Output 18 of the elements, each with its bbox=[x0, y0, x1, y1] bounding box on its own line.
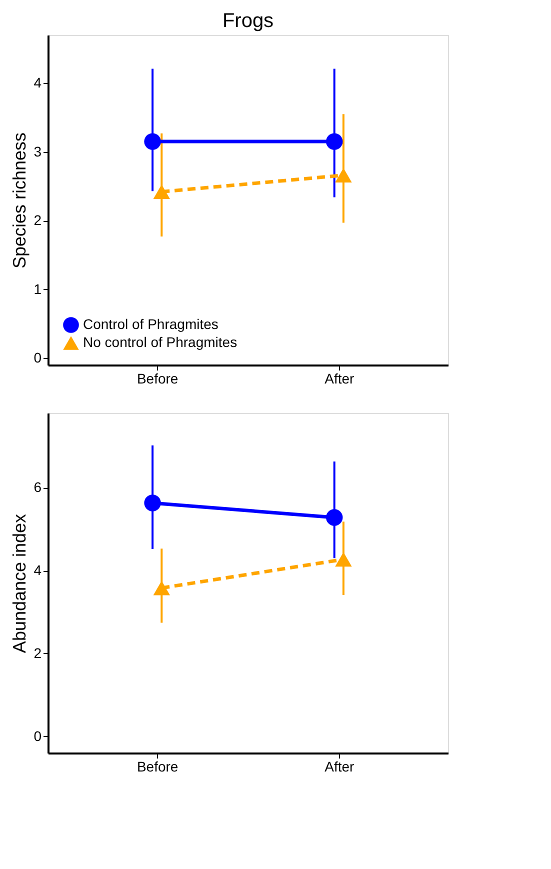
x-tick-label: Before bbox=[136, 758, 178, 774]
y-tick-label: 6 bbox=[34, 479, 42, 496]
x-tick-label: Before bbox=[136, 370, 178, 386]
y-tick-label: 4 bbox=[34, 74, 42, 91]
y-axis-title: Species richness bbox=[10, 132, 30, 269]
y-tick-label: 3 bbox=[34, 143, 42, 160]
legend-label: No control of Phragmites bbox=[83, 334, 238, 350]
y-tick-label: 2 bbox=[34, 212, 42, 228]
y-tick-label: 0 bbox=[34, 350, 42, 366]
legend-label: Control of Phragmites bbox=[83, 316, 218, 332]
x-tick-label: After bbox=[324, 758, 355, 774]
chart-title: Frogs bbox=[222, 10, 274, 32]
y-tick-label: 0 bbox=[34, 728, 42, 744]
y-tick-label: 4 bbox=[34, 562, 42, 578]
y-tick-label: 1 bbox=[34, 280, 42, 297]
x-tick-label: After bbox=[324, 370, 355, 386]
y-tick-label: 2 bbox=[34, 644, 42, 661]
y-axis-title: Abundance index bbox=[10, 514, 30, 654]
